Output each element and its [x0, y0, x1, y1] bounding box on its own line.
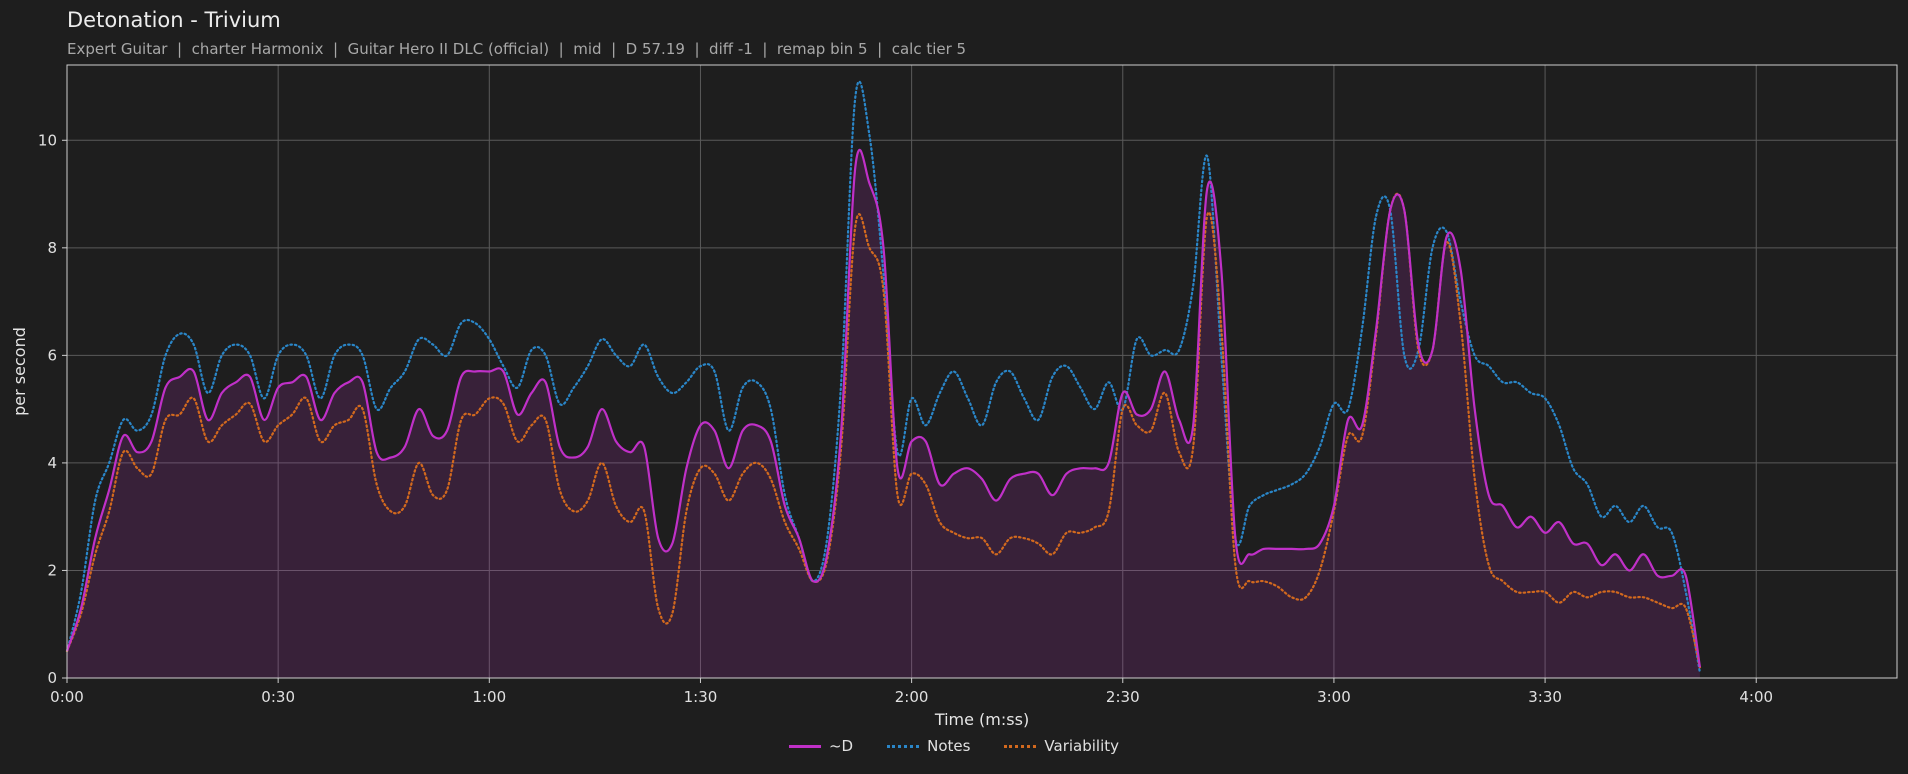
y-axis-label: per second: [10, 327, 29, 416]
x-tick-label: 2:30: [1106, 688, 1140, 706]
x-tick-label: 0:30: [261, 688, 295, 706]
series-fill: [67, 149, 1700, 678]
legend-label-notes: Notes: [927, 737, 971, 755]
legend-item-d: ~D: [788, 737, 854, 755]
legend-label-d: ~D: [828, 737, 854, 755]
x-tick-label: 1:00: [472, 688, 506, 706]
x-tick-label: 1:30: [684, 688, 718, 706]
y-tick-label: 10: [38, 131, 57, 149]
legend-swatch-notes: [887, 744, 920, 748]
plot-frame: [66, 64, 1898, 679]
x-axis-label: Time (m:ss): [934, 710, 1029, 729]
series-lines: [65, 80, 1701, 674]
legend-label-variability: Variability: [1044, 737, 1120, 755]
y-tick-label: 2: [47, 561, 57, 579]
x-axis-ticks: 0:00 0:30 1:00 1:30 2:00 2:30 3:00 3:30 4:00: [50, 678, 1773, 706]
series-line-variability: [65, 192, 1701, 669]
x-tick-label: 3:00: [1317, 688, 1351, 706]
x-tick-label: 2:00: [895, 688, 929, 706]
legend-swatch-d: [788, 744, 821, 748]
legend: ~D Notes Variability: [0, 737, 1908, 755]
chart-subtitle: Expert Guitar | charter Harmonix | Guita…: [67, 40, 967, 58]
series-line-d: [65, 148, 1701, 668]
series-area-d: [67, 149, 1700, 678]
x-tick-label: 3:30: [1528, 688, 1562, 706]
y-tick-label: 4: [47, 454, 57, 472]
y-tick-label: 8: [47, 239, 57, 257]
chart-title: Detonation - Trivium: [67, 8, 281, 32]
x-tick-label: 0:00: [50, 688, 84, 706]
legend-item-variability: Variability: [1004, 737, 1119, 755]
legend-swatch-variability: [1004, 744, 1037, 748]
legend-item-notes: Notes: [887, 737, 970, 755]
y-axis-ticks: 0 2 4 6 8 10: [38, 131, 67, 687]
y-tick-label: 6: [47, 346, 57, 364]
x-tick-label: 4:00: [1739, 688, 1773, 706]
y-tick-label: 0: [47, 669, 57, 687]
